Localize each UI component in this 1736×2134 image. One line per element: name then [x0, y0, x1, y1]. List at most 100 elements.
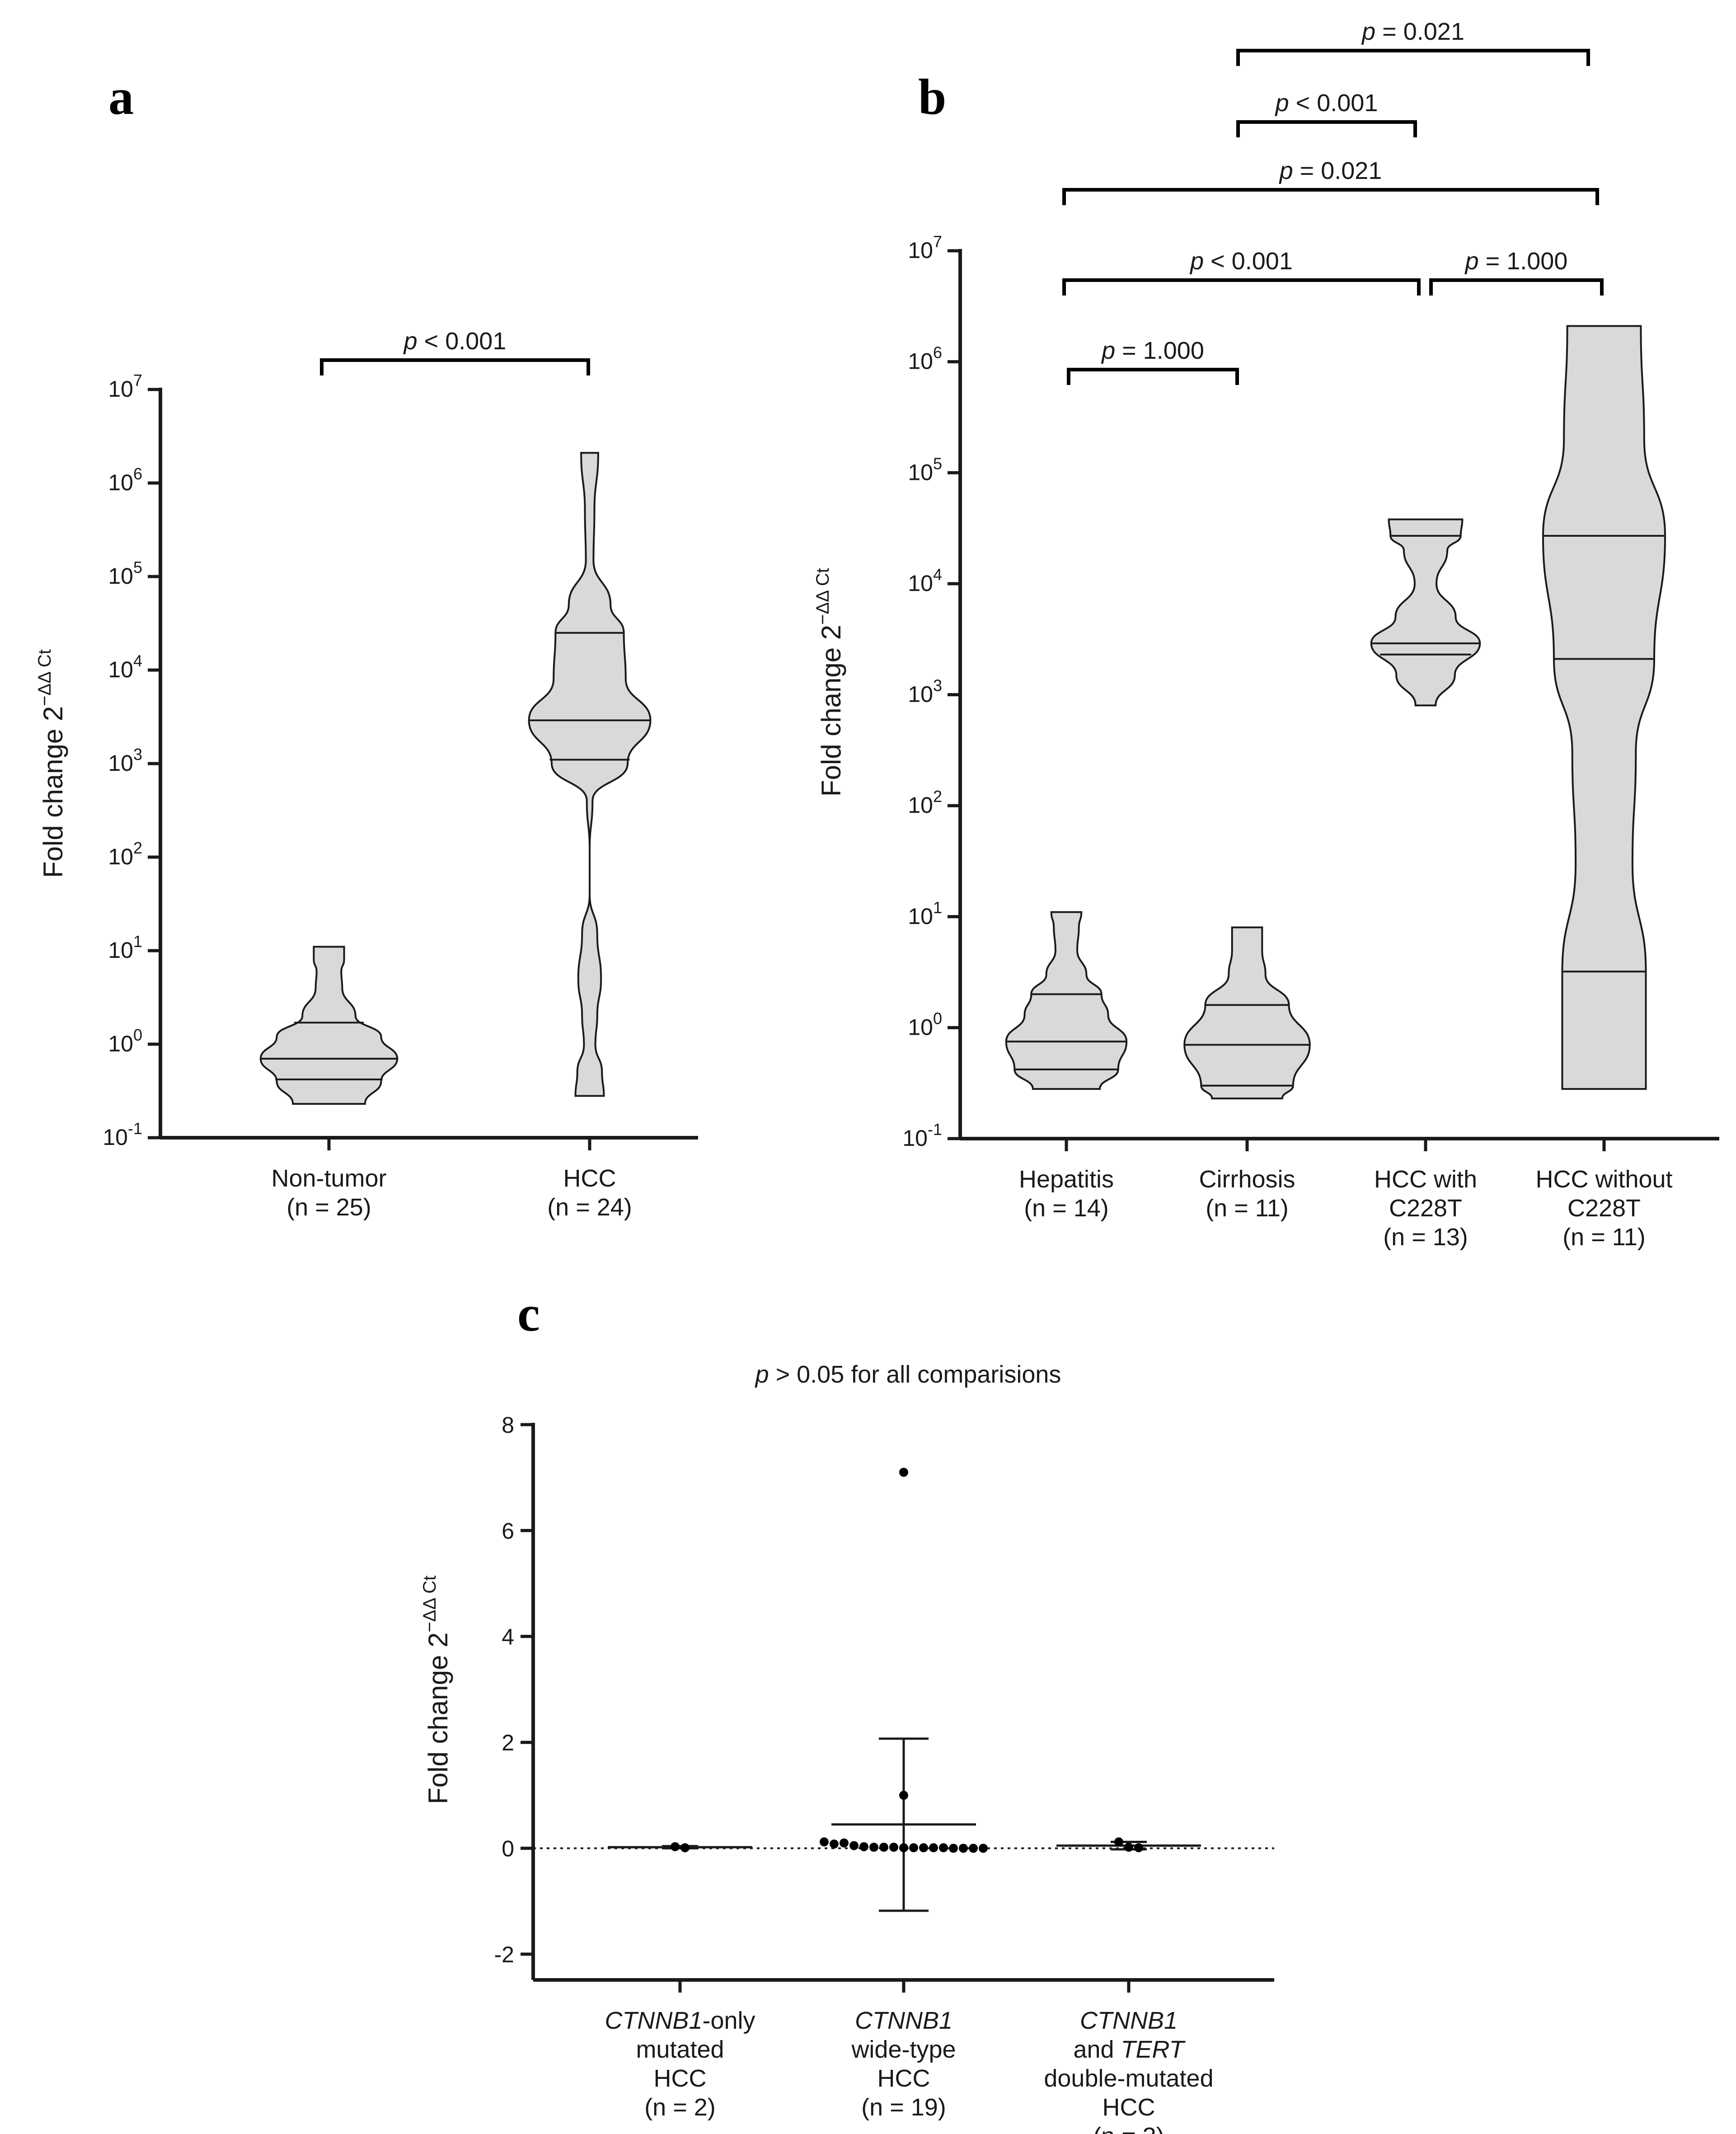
chart-title-p: p	[755, 1361, 769, 1388]
violin-hcc	[528, 452, 652, 1097]
y-tick-label: 105	[908, 454, 942, 485]
data-point	[820, 1837, 829, 1847]
x-tick-label: Cirrhosis	[1199, 1166, 1295, 1193]
y-tick-label: 104	[108, 652, 142, 682]
y-tick-label: 10-1	[103, 1119, 142, 1150]
y-tick-label: 6	[502, 1518, 514, 1543]
x-tick-label-line2: (n = 14)	[1024, 1195, 1109, 1222]
p-value-label: p = 1.000	[1101, 337, 1204, 364]
violin-hcc-with-c228t	[1370, 518, 1481, 707]
chart-title-text: > 0.05 for all comparisions	[769, 1361, 1061, 1388]
y-tick-label-base: 10	[908, 682, 933, 707]
x-tick-label-segment: CTNNB1	[855, 2007, 952, 2034]
y-tick-label: 100	[108, 1026, 142, 1056]
p-value-symbol: p	[1189, 248, 1204, 275]
x-tick-label-n: (n = 25)	[286, 1194, 371, 1221]
data-point	[899, 1791, 908, 1800]
x-tick-label-line: HCC	[1103, 2094, 1155, 2121]
data-point	[929, 1843, 938, 1853]
data-point	[849, 1841, 859, 1850]
y-tick-label: 103	[108, 745, 142, 776]
x-tick-label-line2: C228T	[1389, 1195, 1462, 1222]
y-tick-label-base: 10	[908, 349, 933, 374]
y-tick-label-base: 10	[103, 1125, 128, 1150]
y-tick-label: 101	[908, 898, 942, 929]
p-value-label: p = 1.000	[1464, 248, 1568, 275]
data-point	[840, 1838, 849, 1848]
y-tick-label-exponent: 0	[933, 1009, 942, 1027]
violin-hepatitis	[1005, 911, 1128, 1090]
y-tick-label-exponent: -1	[928, 1120, 942, 1139]
panel-a-letter: a	[108, 69, 134, 125]
y-axis-label: Fold change 2−ΔΔ Ct	[420, 1576, 453, 1804]
p-value-label: p < 0.001	[403, 328, 507, 355]
y-tick-label-exponent: 4	[133, 652, 142, 670]
y-tick-label: 102	[108, 839, 142, 869]
data-point	[830, 1839, 839, 1849]
p-value-label: p < 0.001	[1275, 89, 1378, 117]
y-tick-label: 8	[502, 1412, 514, 1438]
y-tick-label: 106	[108, 464, 142, 495]
panel-b-letter: b	[918, 69, 946, 125]
x-tick-label: HCC without	[1535, 1166, 1672, 1193]
y-tick-label: 4	[502, 1624, 514, 1650]
data-point	[859, 1842, 868, 1852]
y-tick-label-base: 10	[108, 750, 133, 776]
x-tick-label-n: (n = 13)	[1383, 1224, 1468, 1251]
y-tick-label: 2	[502, 1730, 514, 1755]
y-tick-label: 102	[908, 787, 942, 818]
data-point	[889, 1843, 898, 1852]
y-tick-label-base: 10	[108, 657, 133, 682]
data-point	[1124, 1843, 1133, 1852]
p-value-text: = 0.021	[1375, 18, 1464, 45]
data-point	[949, 1843, 958, 1853]
significance-bracket	[320, 358, 590, 375]
y-tick-label-base: 10	[908, 904, 933, 929]
x-tick-label-line: (n = 19)	[861, 2094, 946, 2121]
p-value-symbol: p	[1101, 337, 1115, 364]
y-tick-label-base: 10	[908, 238, 933, 263]
p-value-symbol: p	[1361, 18, 1375, 45]
x-tick-label: Non-tumor	[271, 1165, 386, 1192]
y-tick-label-exponent: 2	[933, 787, 942, 806]
y-tick-label-exponent: 6	[133, 464, 142, 483]
y-tick-label-exponent: -1	[128, 1119, 142, 1138]
y-axis-label: Fold change 2−ΔΔ Ct	[35, 649, 68, 878]
significance-bracket	[1236, 49, 1590, 66]
y-axis-label-text: Fold change 2	[423, 1632, 453, 1804]
p-value-text: < 0.001	[1289, 89, 1378, 117]
data-point	[939, 1843, 948, 1853]
y-tick-label-base: 10	[108, 844, 133, 869]
violin-hcc-without-c228t	[1542, 325, 1666, 1090]
panel-c-letter: c	[517, 1286, 540, 1342]
data-point	[959, 1843, 968, 1853]
x-tick-label: Hepatitis	[1019, 1166, 1114, 1193]
x-tick-label-segment: CTNNB1	[1080, 2007, 1178, 2034]
data-point	[1114, 1837, 1123, 1847]
p-value-symbol: p	[403, 328, 418, 355]
y-tick-label-base: 10	[108, 938, 133, 963]
data-point	[869, 1843, 878, 1852]
y-tick-label: -2	[494, 1942, 514, 1967]
y-tick-label: 103	[908, 676, 942, 707]
x-tick-label: CTNNB1-only	[605, 2007, 755, 2034]
y-axis-label: Fold change 2−ΔΔ Ct	[813, 568, 846, 797]
data-point	[899, 1843, 908, 1853]
x-tick-label-line: wide-type	[851, 2036, 956, 2063]
x-tick-label-line2: (n = 11)	[1206, 1195, 1289, 1222]
x-tick-label: HCC with	[1374, 1166, 1477, 1193]
significance-bracket	[1062, 188, 1599, 205]
y-tick-label-base: 10	[908, 571, 933, 596]
significance-bracket	[1429, 278, 1604, 295]
significance-bracket	[1067, 368, 1239, 385]
y-tick-label: 105	[108, 558, 142, 589]
data-point	[671, 1842, 680, 1852]
data-point	[879, 1843, 888, 1852]
x-tick-label-n: (n = 11)	[1562, 1224, 1646, 1251]
y-tick-label-exponent: 6	[933, 343, 942, 362]
y-tick-label-exponent: 7	[933, 232, 942, 251]
p-value-symbol: p	[1279, 157, 1293, 184]
